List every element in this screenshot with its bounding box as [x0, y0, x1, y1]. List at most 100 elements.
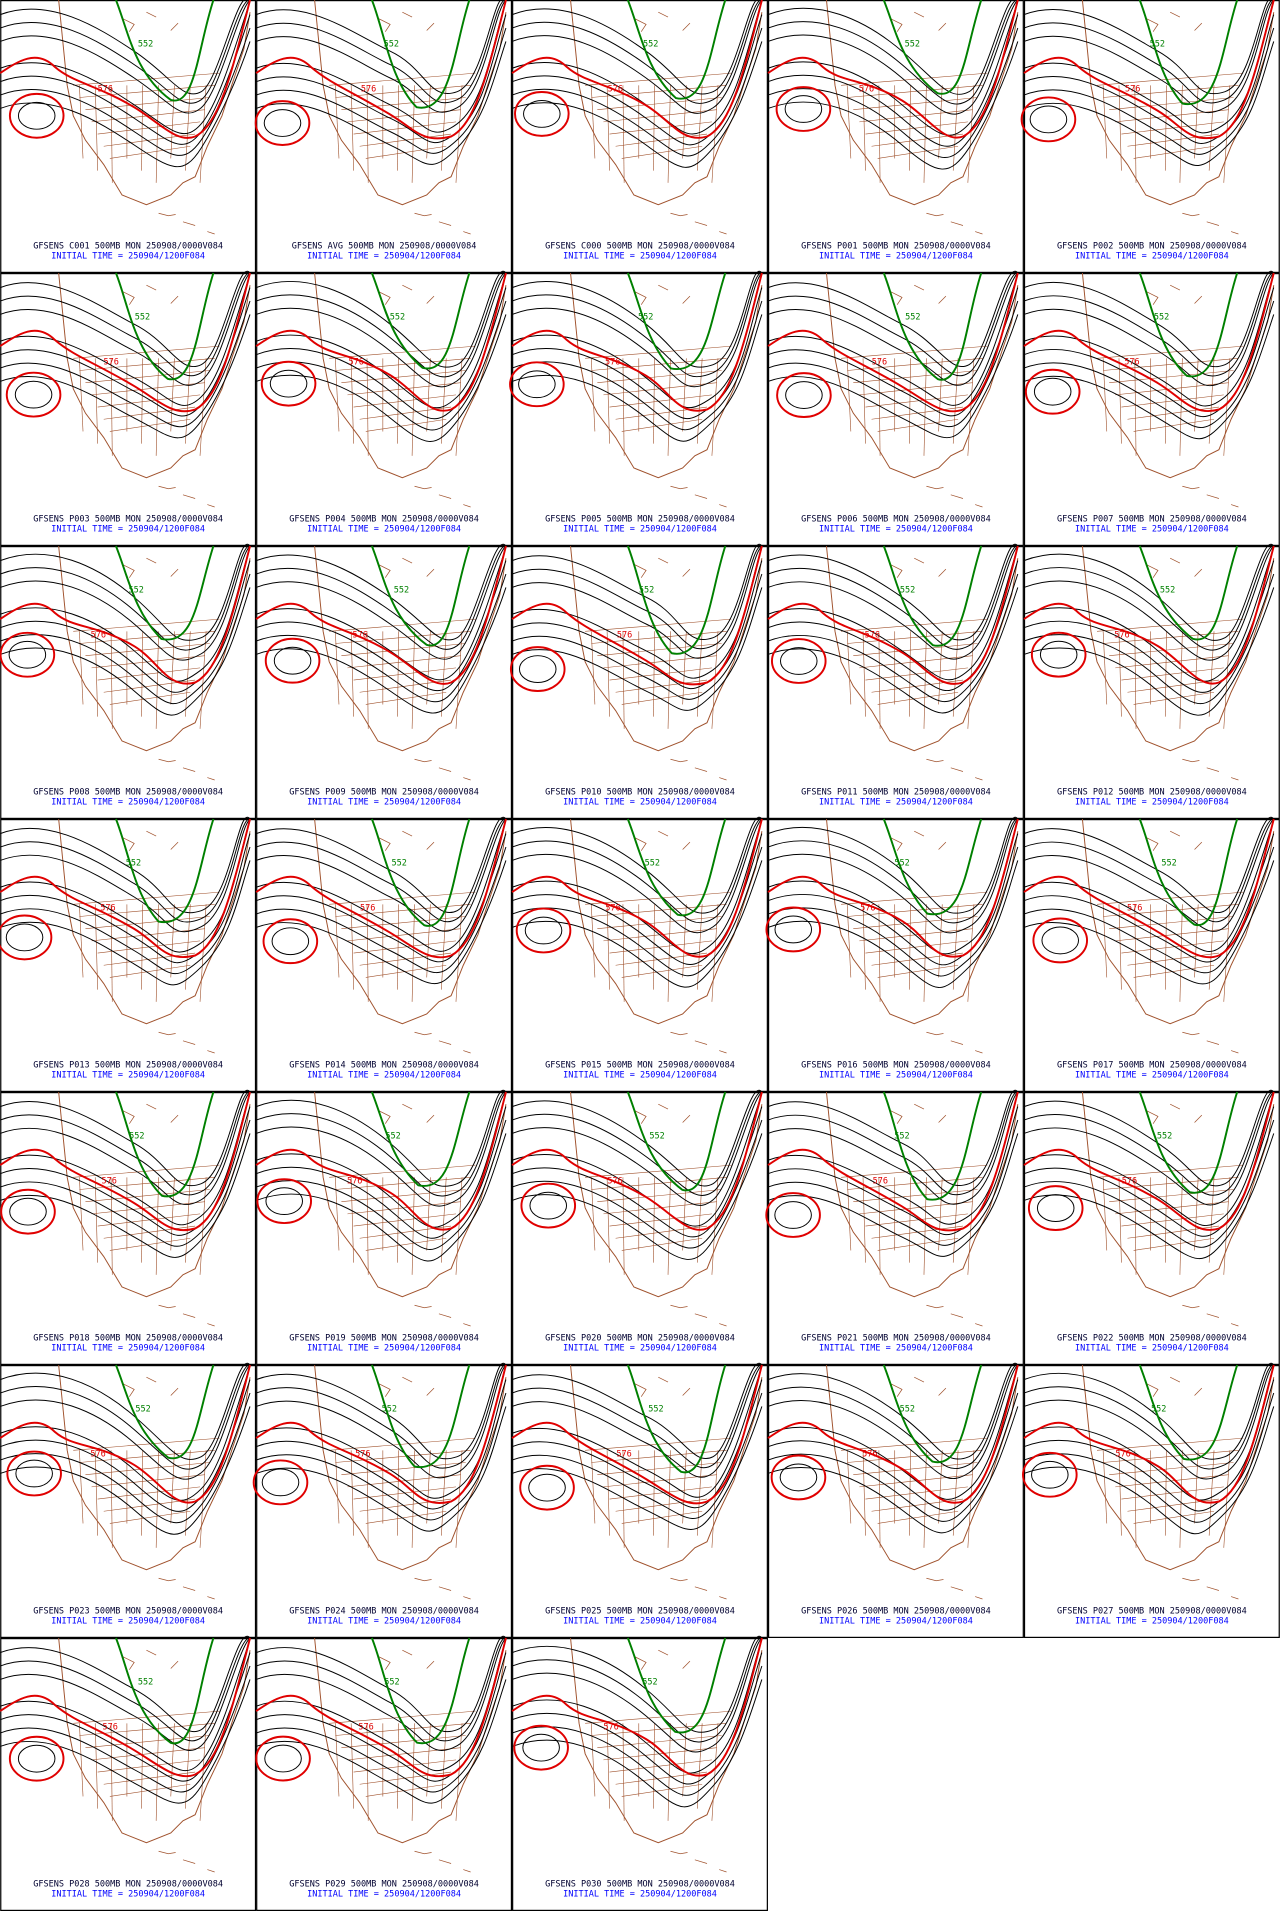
panel-border [256, 1365, 513, 1638]
height-contour [0, 818, 251, 923]
height-contour [1023, 545, 1275, 661]
contour-576 [511, 545, 763, 686]
height-contour [767, 1364, 1018, 1470]
state-line [365, 145, 447, 159]
state-line [94, 1450, 98, 1536]
state-line [877, 1510, 959, 1524]
low-contour [780, 647, 818, 675]
state-line [341, 1189, 466, 1202]
state-line [859, 1201, 973, 1215]
caption: GFSENS C001 500MB MON 250908/0000V084 [33, 242, 223, 252]
low-contour [518, 370, 556, 399]
height-contour [767, 587, 1019, 714]
initial-time: INITIAL TIME = 250904/1200F084 [819, 1070, 973, 1080]
contour-576 [511, 0, 763, 139]
contour-label-552: 552 [135, 1404, 150, 1414]
contour-576-ring [264, 637, 321, 684]
state-line [841, 1437, 988, 1451]
state-line [170, 1723, 175, 1797]
contour-576-ring [515, 907, 572, 954]
state-line [1097, 72, 1244, 86]
low-contour [1033, 377, 1072, 406]
height-contour [255, 560, 507, 692]
height-contour [1023, 573, 1275, 704]
islands [121, 557, 215, 781]
state-line [365, 964, 447, 978]
map-panel: 552 576 GFSENS C000 500MB MON 250908/0000V… [511, 0, 768, 273]
height-contour [0, 1119, 251, 1247]
contour-552 [882, 818, 983, 916]
height-contour [767, 1089, 1019, 1186]
contour-label-576: 576 [102, 1176, 117, 1186]
initial-time: INITIAL TIME = 250904/1200F084 [563, 251, 717, 261]
height-contour [511, 1119, 763, 1249]
contour-label-576: 576 [1122, 1176, 1137, 1186]
state-line [909, 631, 911, 717]
state-line [878, 631, 881, 729]
state-line [1179, 631, 1183, 729]
islands [1145, 284, 1239, 508]
height-contour [255, 1364, 507, 1479]
caption: GFSENS P020 500MB MON 250908/0000V084 [545, 1334, 735, 1344]
islands [377, 1103, 471, 1327]
height-contour [0, 14, 251, 145]
contour-552 [370, 272, 471, 370]
state-line [411, 358, 415, 456]
state-line [350, 1177, 354, 1263]
state-line [597, 1735, 722, 1748]
low-contour [528, 1473, 566, 1502]
state-line [682, 904, 687, 978]
height-contour [511, 1091, 763, 1197]
height-contour [0, 1637, 251, 1742]
state-line [603, 655, 717, 669]
height-contour [511, 1679, 763, 1808]
map-panel: 552 576 GFSENS P019 500MB MON 250908/0000V… [255, 1089, 513, 1365]
state-line [359, 1498, 452, 1512]
state-line [846, 358, 852, 432]
state-line [1223, 85, 1231, 183]
contour-label-576: 576 [859, 84, 874, 94]
contour-label-576: 576 [355, 1449, 370, 1459]
state-line [597, 916, 722, 929]
contour-label-552: 552 [385, 1131, 400, 1141]
state-line [397, 631, 399, 717]
state-line [1127, 1225, 1219, 1239]
state-line [1121, 1486, 1224, 1500]
contour-576 [1023, 1364, 1275, 1504]
map-panel: 552 576 GFSENS P013 500MB MON 250908/0000V… [0, 816, 257, 1092]
state-line [1102, 85, 1108, 159]
map-panel: 552 576 GFSENS P022 500MB MON 250908/0000V… [1023, 1089, 1280, 1365]
contour-576-ring [1020, 96, 1077, 143]
initial-time: INITIAL TIME = 250904/1200F084 [1075, 1070, 1229, 1080]
state-line [141, 631, 144, 717]
contour-552 [1138, 818, 1239, 926]
state-line [653, 85, 655, 171]
initial-time: INITIAL TIME = 250904/1200F084 [307, 524, 461, 534]
height-contour [255, 0, 507, 113]
contour-576-ring [0, 631, 56, 678]
height-contour [0, 1, 251, 135]
low-contour [5, 923, 44, 952]
state-line [1127, 406, 1219, 420]
state-line [335, 1450, 471, 1463]
contour-label-576: 576 [358, 1722, 373, 1732]
height-contour [0, 545, 251, 661]
height-contour [1023, 1089, 1275, 1187]
state-line [606, 1177, 610, 1263]
state-line [85, 97, 210, 110]
state-line [597, 1189, 722, 1202]
state-line [606, 1450, 610, 1536]
height-contour [0, 560, 251, 693]
contour-label-576: 576 [603, 1722, 618, 1732]
contour-576-ring [254, 100, 311, 146]
contour-576-ring [255, 1735, 311, 1782]
state-line [871, 952, 964, 966]
height-contour [511, 587, 763, 711]
height-contour [511, 818, 763, 934]
height-contour [255, 860, 507, 985]
state-line [353, 394, 457, 408]
contour-552 [626, 1364, 727, 1474]
height-contour [0, 0, 250, 95]
contour-576-ring [6, 1450, 62, 1497]
state-line [1179, 358, 1183, 456]
